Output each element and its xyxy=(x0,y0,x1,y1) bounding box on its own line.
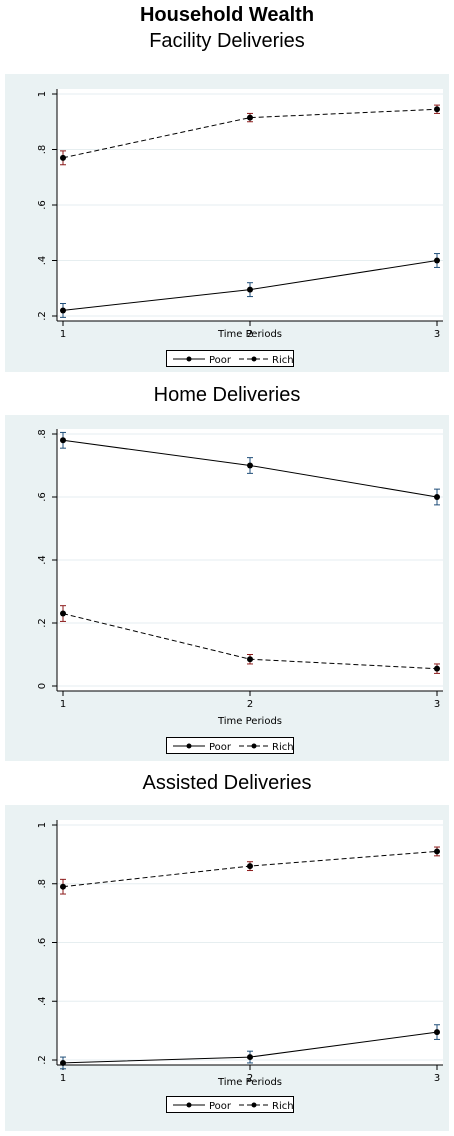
y-tick-label: .8 xyxy=(37,429,48,439)
y-tick-label: .6 xyxy=(37,200,48,210)
y-tick-label: .8 xyxy=(37,879,48,889)
x-axis-title: Time Periods xyxy=(217,1077,282,1088)
legend-label-rich: Rich xyxy=(272,742,293,753)
data-point-poor xyxy=(434,257,440,264)
chart-assisted-svg: .2 .4 .6 .8 1 1 2 3 Time Periods xyxy=(37,820,443,1088)
data-point-rich xyxy=(60,610,66,617)
y-tick-label: .6 xyxy=(37,492,48,502)
y-tick-label: .6 xyxy=(37,938,48,948)
chart-panel-assisted: .2 .4 .6 .8 1 1 2 3 Time Periods Poor Rich xyxy=(5,805,449,1131)
data-point-poor xyxy=(434,1029,440,1036)
legend-facility: Poor Rich xyxy=(166,350,294,367)
data-point-poor xyxy=(247,286,253,293)
y-tick-label: .2 xyxy=(37,1055,48,1065)
legend-svg: Poor Rich xyxy=(173,1101,293,1112)
x-axis-title: Time Periods xyxy=(217,329,282,340)
data-point-rich xyxy=(247,863,253,870)
data-point-poor xyxy=(247,462,253,469)
legend-marker-poor xyxy=(186,356,192,362)
x-tick-label: 2 xyxy=(247,329,253,340)
x-tick-label: 3 xyxy=(434,329,440,340)
legend-label-poor: Poor xyxy=(209,1101,232,1112)
y-tick-label: .4 xyxy=(37,256,48,266)
legend-marker-rich xyxy=(251,1102,257,1108)
legend-marker-rich xyxy=(251,356,257,362)
data-point-poor xyxy=(60,437,66,444)
data-point-rich xyxy=(247,114,253,121)
y-tick-label: .8 xyxy=(37,145,48,155)
y-tick-label: .2 xyxy=(37,311,48,321)
y-tick-label: .2 xyxy=(37,618,48,628)
x-tick-label: 2 xyxy=(247,1073,253,1084)
chart-title-assisted: Assisted Deliveries xyxy=(142,772,312,794)
legend-label-poor: Poor xyxy=(209,742,232,753)
y-tick-label: .4 xyxy=(37,555,48,565)
chart-panel-facility: .2 .4 .6 .8 1 1 2 3 Time Periods Poor Rich xyxy=(5,74,449,372)
chart-panel-home: 0 .2 .4 .6 .8 1 2 3 Time Periods Poor Rich xyxy=(5,415,449,761)
chart-home-svg: 0 .2 .4 .6 .8 1 2 3 Time Periods xyxy=(37,429,443,727)
chart-title-facility: Facility Deliveries xyxy=(149,30,305,52)
data-point-rich xyxy=(434,848,440,855)
legend-marker-poor xyxy=(186,743,192,749)
y-tick-label: 0 xyxy=(37,683,48,689)
x-tick-label: 3 xyxy=(434,1073,440,1084)
chart-title-home: Home Deliveries xyxy=(153,384,301,406)
x-tick-label: 1 xyxy=(60,699,66,710)
data-point-poor xyxy=(60,307,66,314)
legend-label-rich: Rich xyxy=(272,1101,293,1112)
main-title: Household Wealth xyxy=(139,4,315,26)
x-tick-label: 2 xyxy=(247,699,253,710)
legend-svg: Poor Rich xyxy=(173,742,293,753)
legend-marker-rich xyxy=(251,743,257,749)
legend-label-poor: Poor xyxy=(209,355,232,366)
y-tick-label: 1 xyxy=(37,822,48,828)
legend-label-rich: Rich xyxy=(272,355,293,366)
data-point-rich xyxy=(434,665,440,672)
data-point-rich xyxy=(60,154,66,161)
legend-marker-poor xyxy=(186,1102,192,1108)
y-tick-label: 1 xyxy=(37,91,48,97)
x-tick-label: 3 xyxy=(434,699,440,710)
data-point-poor xyxy=(60,1059,66,1066)
data-point-rich xyxy=(60,883,66,890)
data-point-poor xyxy=(434,494,440,500)
data-point-rich xyxy=(247,656,253,663)
y-tick-label: .4 xyxy=(37,996,48,1006)
x-tick-label: 1 xyxy=(60,329,66,340)
legend-svg: Poor Rich xyxy=(173,355,293,366)
data-point-rich xyxy=(434,106,440,113)
x-axis-title: Time Periods xyxy=(217,716,282,727)
series-line-rich xyxy=(62,108,438,159)
data-point-poor xyxy=(247,1054,253,1061)
legend-assisted: Poor Rich xyxy=(166,1096,294,1113)
x-tick-label: 1 xyxy=(60,1073,66,1084)
legend-home: Poor Rich xyxy=(166,737,294,754)
chart-facility-svg: .2 .4 .6 .8 1 1 2 3 Time Periods xyxy=(37,89,443,340)
